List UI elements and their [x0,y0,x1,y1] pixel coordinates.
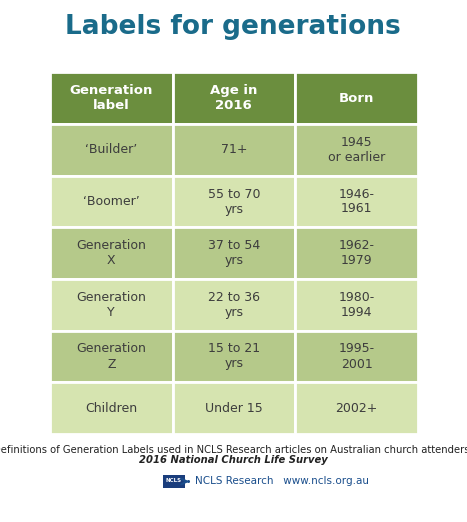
Bar [295,330,418,382]
Text: Children: Children [85,401,137,414]
Bar [163,475,185,488]
Bar [50,124,172,176]
Bar [295,176,418,228]
Bar [295,382,418,434]
Bar [50,72,172,124]
Text: NCLS Research   www.ncls.org.au: NCLS Research www.ncls.org.au [195,477,369,487]
Text: 1962-
1979: 1962- 1979 [339,239,375,267]
Text: Age in
2016: Age in 2016 [210,84,257,112]
Bar [50,176,172,228]
Text: 55 to 70
yrs: 55 to 70 yrs [207,187,260,216]
Text: 37 to 54
yrs: 37 to 54 yrs [208,239,260,267]
Text: ‘Builder’: ‘Builder’ [85,144,137,156]
Bar [172,382,295,434]
Text: ‘Boomer’: ‘Boomer’ [83,195,140,208]
Text: NCLS: NCLS [166,479,182,483]
Bar [172,228,295,279]
Bar [172,124,295,176]
Text: Labels for generations: Labels for generations [65,14,401,40]
Text: 1980-
1994: 1980- 1994 [339,291,375,319]
Bar [50,382,172,434]
Bar [295,228,418,279]
Bar [172,330,295,382]
Text: 1945
or earlier: 1945 or earlier [328,136,385,164]
Bar [295,279,418,330]
Text: 22 to 36
yrs: 22 to 36 yrs [208,291,260,319]
Bar [295,72,418,124]
Bar [172,279,295,330]
Text: 71+: 71+ [220,144,247,156]
Bar [295,124,418,176]
Text: Generation
Y: Generation Y [76,291,146,319]
Text: Born: Born [339,91,374,104]
Bar [172,176,295,228]
Text: 1995-
2001: 1995- 2001 [339,342,375,371]
Text: Under 15: Under 15 [205,401,263,414]
Text: 2002+: 2002+ [335,401,378,414]
Bar [172,72,295,124]
Text: 2016 National Church Life Survey: 2016 National Church Life Survey [139,455,327,465]
Bar [50,330,172,382]
Text: Generation
X: Generation X [76,239,146,267]
Bar [50,228,172,279]
Text: 15 to 21
yrs: 15 to 21 yrs [208,342,260,371]
Text: Definitions of Generation Labels used in NCLS Research articles on Australian ch: Definitions of Generation Labels used in… [0,445,467,455]
Bar [50,279,172,330]
Text: Generation
Z: Generation Z [76,342,146,371]
Text: 1946-
1961: 1946- 1961 [339,187,375,216]
Text: Generation
label: Generation label [70,84,153,112]
